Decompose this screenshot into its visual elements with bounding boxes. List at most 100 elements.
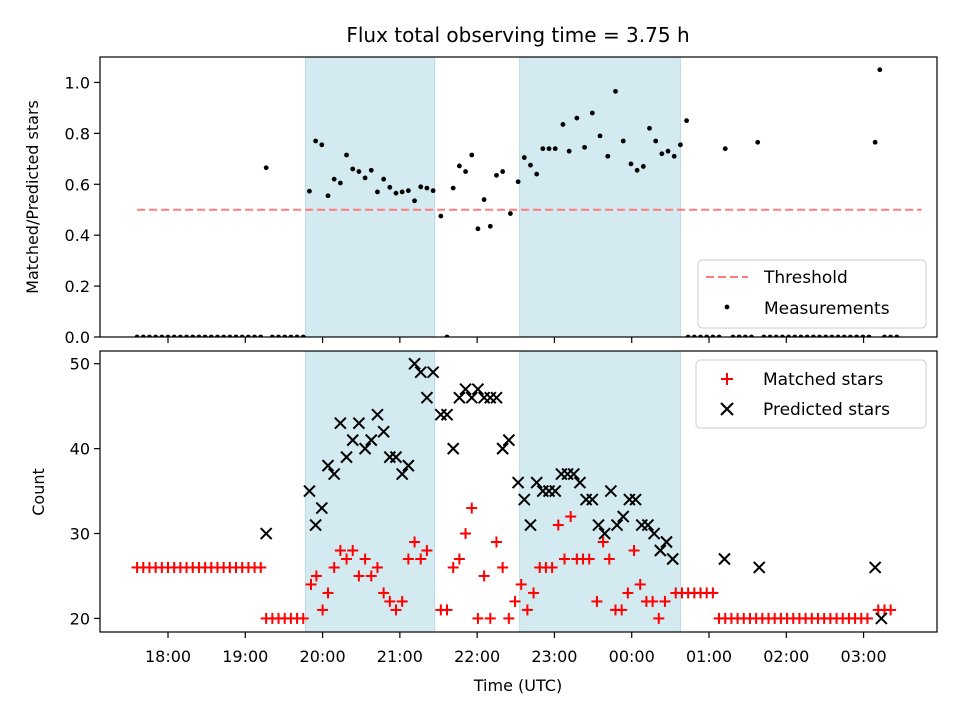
measurement-point: [430, 188, 436, 194]
matched-stars-point: [347, 545, 359, 557]
matched-stars-point: [528, 587, 540, 599]
matched-stars-point: [390, 604, 402, 616]
predicted-stars-point: [309, 518, 322, 532]
predicted-stars-point: [868, 561, 882, 574]
legend-measurements-label: Measurements: [764, 299, 890, 319]
measurement-point: [362, 175, 368, 181]
predicted-stars-point: [440, 408, 454, 421]
x-b: [446, 442, 460, 455]
measurement-point: [589, 110, 595, 116]
y-tick-label: 20: [70, 609, 90, 628]
predicted-stars-point: [518, 493, 531, 506]
observing-window-0: [305, 350, 436, 633]
measurement-point: [393, 190, 399, 196]
measurement-point: [722, 146, 728, 152]
measurement-point: [418, 184, 424, 190]
predicted-stars-point: [496, 442, 509, 455]
x-b: [573, 476, 587, 489]
matched-stars-point: [441, 604, 453, 616]
matched-stars-point: [334, 545, 346, 557]
y-tick-label: 0.2: [65, 277, 90, 296]
matched-stars-point: [565, 511, 577, 523]
measurement-point: [534, 171, 540, 177]
legend-predicted-swatch: [720, 402, 734, 416]
x-b: [321, 459, 335, 472]
y-tick-label: 40: [70, 440, 90, 459]
x-b: [377, 425, 390, 438]
measurement-point: [521, 155, 527, 160]
measurement-point: [325, 193, 331, 199]
x-b: [352, 416, 366, 430]
measurement-point: [500, 169, 506, 174]
matched-stars-point: [460, 528, 472, 540]
matched-stars-point: [317, 604, 329, 616]
predicted-stars-point: [377, 425, 390, 438]
predicted-stars-point: [573, 476, 587, 489]
x-axis-label: Time (UTC): [473, 676, 562, 695]
observing-window-1: [519, 56, 681, 338]
measurement-point: [597, 133, 603, 139]
matched-stars-point: [603, 553, 615, 565]
bottom-legend: Matched stars Predicted stars: [695, 359, 927, 429]
measurement-point: [356, 169, 362, 174]
measurement-point: [405, 188, 411, 194]
measurement-point: [469, 152, 475, 158]
predicted-stars-point: [352, 416, 366, 430]
measurement-point: [475, 226, 481, 232]
matched-stars-point: [659, 595, 671, 607]
measurement-point: [872, 139, 878, 145]
predicted-stars-point: [598, 527, 611, 540]
top-legend: Threshold Measurements: [697, 259, 927, 329]
measurement-point: [659, 151, 665, 157]
x-b: [496, 442, 509, 455]
bottom-panel: 20 30 40 50 18:00 19:00 20:00 21:00 22:00 23:00 00…: [70, 350, 938, 666]
predicted-stars-point: [414, 366, 427, 379]
x-b: [592, 518, 605, 532]
x-tick-label: 21:00: [377, 647, 423, 666]
predicted-stars-point: [666, 552, 679, 566]
predicted-stars-point: [617, 510, 630, 523]
x-b: [309, 518, 322, 532]
x-tick-label: 00:00: [609, 647, 655, 666]
matched-stars-point: [353, 570, 365, 582]
x-b: [471, 382, 485, 396]
predicted-stars-point: [446, 442, 460, 455]
measurement-point: [481, 197, 487, 202]
x-b: [518, 493, 531, 506]
bottom-y-axis-label: Count: [29, 468, 48, 516]
predicted-stars-point: [321, 459, 335, 472]
matched-stars-point: [707, 587, 719, 599]
legend-predicted-label: Predicted stars: [763, 400, 890, 420]
matched-stars-point: [365, 570, 377, 582]
legend-frame: [697, 259, 927, 329]
measurement-point: [552, 146, 558, 152]
measurement-point: [665, 148, 671, 154]
x-tick-label: 22:00: [454, 647, 500, 666]
x-b: [334, 416, 347, 430]
x-b: [389, 450, 403, 464]
x-b: [586, 493, 599, 506]
predicted-stars-point: [420, 391, 434, 404]
predicted-stars-point: [358, 442, 372, 455]
matched-stars-point: [484, 612, 496, 624]
x-b: [395, 467, 409, 481]
predicted-stars-point: [303, 484, 316, 498]
x-b: [440, 408, 454, 421]
x-b: [641, 518, 655, 532]
x-b: [358, 442, 372, 455]
x-b: [502, 433, 516, 447]
matched-stars-point: [466, 502, 478, 514]
y-tick-label: 0.0: [65, 328, 90, 347]
predicted-stars-point: [753, 561, 766, 574]
measurement-point: [605, 153, 611, 159]
matched-stars-point: [558, 553, 570, 565]
predicted-stars-point: [389, 450, 403, 464]
measurement-point: [647, 125, 652, 131]
top-y-axis-label: Matched/Predicted stars: [23, 100, 42, 294]
measurement-point: [263, 165, 269, 171]
matched-stars-point: [634, 578, 646, 590]
x-b: [426, 366, 440, 379]
measurement-point: [337, 180, 343, 186]
matched-stars-point: [415, 553, 427, 565]
legend-measurements-swatch: [724, 304, 730, 310]
